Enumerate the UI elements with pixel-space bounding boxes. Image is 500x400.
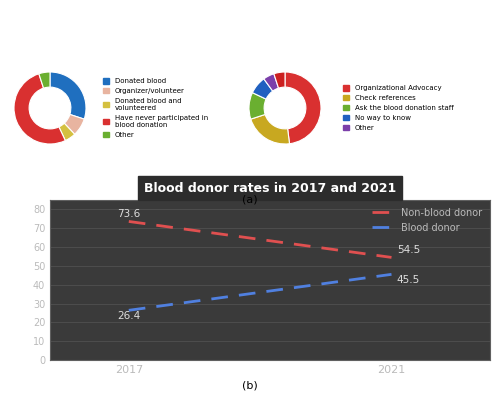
Blood donor — [388, 272, 394, 277]
Wedge shape — [264, 74, 278, 91]
Line: Blood donor: Blood donor — [129, 274, 392, 310]
Non-blood donor — [126, 219, 132, 224]
Legend: Non-blood donor, Blood donor: Non-blood donor, Blood donor — [369, 205, 485, 236]
Wedge shape — [50, 72, 86, 119]
Title: Blood donor rates in 2017 and 2021: Blood donor rates in 2017 and 2021 — [144, 182, 396, 195]
Wedge shape — [64, 114, 84, 134]
Wedge shape — [251, 114, 290, 144]
Wedge shape — [252, 79, 272, 99]
Wedge shape — [274, 72, 285, 88]
Legend: Organizational Advocacy, Check references, Ask the blood donation staff, No way : Organizational Advocacy, Check reference… — [344, 85, 454, 131]
Text: (b): (b) — [242, 380, 258, 390]
Text: 54.5: 54.5 — [396, 245, 420, 255]
Text: (a): (a) — [242, 194, 258, 204]
Text: 73.6: 73.6 — [117, 209, 140, 219]
Non-blood donor — [388, 255, 394, 260]
Wedge shape — [285, 72, 321, 144]
Blood donor — [126, 308, 132, 313]
Wedge shape — [59, 123, 74, 140]
Wedge shape — [14, 74, 66, 144]
Wedge shape — [39, 72, 50, 88]
Text: 26.4: 26.4 — [117, 311, 140, 321]
Legend: Donated blood, Organizer/volunteer, Donated blood and
volunteered, Have never pa: Donated blood, Organizer/volunteer, Dona… — [104, 78, 208, 138]
Text: 45.5: 45.5 — [396, 275, 420, 285]
Wedge shape — [249, 93, 266, 119]
Line: Non-blood donor: Non-blood donor — [129, 222, 392, 258]
